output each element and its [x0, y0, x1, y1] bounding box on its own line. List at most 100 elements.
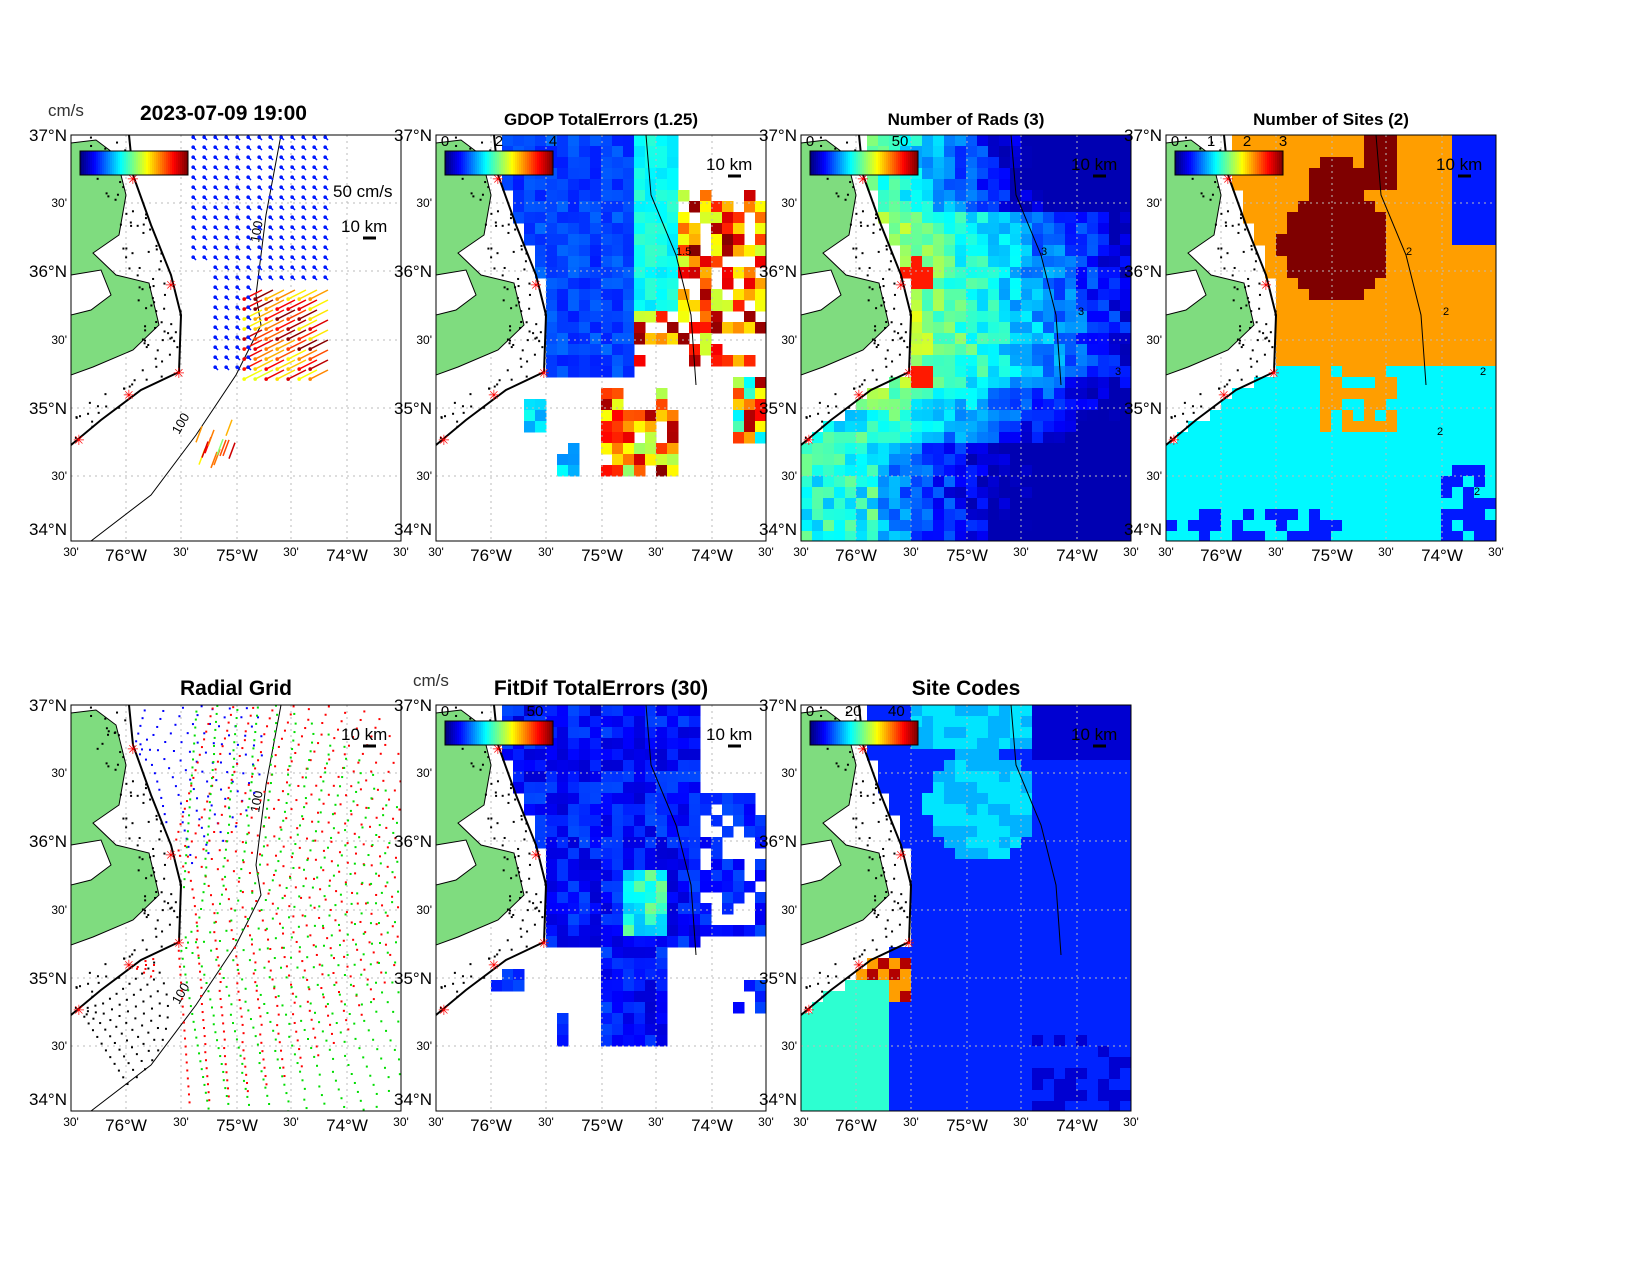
radial-grid-point	[241, 1071, 244, 1074]
heatmap-cell	[999, 498, 1011, 510]
heatmap-cell	[944, 245, 956, 257]
colorbar-swatch	[547, 151, 550, 175]
current-vector-head	[235, 255, 239, 259]
heatmap-cell	[1408, 135, 1420, 147]
heatmap-cell	[1043, 223, 1055, 235]
radial-grid-point	[411, 790, 413, 792]
radial-grid-point	[163, 640, 165, 642]
heatmap-cell	[1419, 487, 1431, 499]
coast-dot	[512, 250, 515, 253]
heatmap-cell	[977, 322, 989, 334]
colorbar-swatch	[914, 151, 917, 175]
heatmap-cell	[966, 509, 978, 521]
heatmap-cell	[1054, 234, 1066, 246]
coast-dot	[508, 342, 511, 345]
radial-grid-point	[222, 884, 225, 887]
radial-grid-point	[239, 1054, 242, 1057]
heatmap-cell	[1485, 498, 1496, 510]
coast-dot	[1263, 353, 1266, 356]
radial-grid-point	[179, 973, 182, 976]
colorbar-swatch	[910, 151, 913, 175]
heatmap-cell	[1309, 190, 1321, 202]
heatmap-cell	[977, 267, 989, 279]
current-vector-head	[224, 305, 228, 309]
colorbar-swatch	[90, 151, 93, 175]
colorbar-swatch	[182, 151, 185, 175]
radial-grid-point	[320, 733, 323, 736]
colorbar-unit-label: cm/s	[48, 101, 84, 120]
heatmap-cell	[856, 410, 868, 422]
heatmap-cell	[1098, 311, 1110, 323]
heatmap-cell	[1430, 157, 1442, 169]
heatmap-cell	[645, 234, 657, 246]
radial-grid-point	[222, 976, 225, 979]
heatmap-cell	[1331, 234, 1343, 246]
heatmap-cell	[999, 311, 1011, 323]
coast-dot	[155, 321, 158, 324]
radial-grid-point	[250, 644, 252, 646]
radial-grid-point	[247, 1009, 250, 1012]
heatmap-cell	[1287, 454, 1299, 466]
heatmap-cell	[1021, 212, 1033, 224]
heatmap-cell	[1254, 476, 1266, 488]
heatmap-cell	[601, 333, 613, 345]
coast-dot	[1239, 325, 1242, 328]
heatmap-cell	[1441, 443, 1453, 455]
heatmap-cell	[878, 509, 890, 521]
heatmap-cell	[1408, 399, 1420, 411]
coast-dot	[123, 957, 126, 960]
radial-grid-point	[204, 1059, 207, 1062]
radial-grid-point	[235, 822, 238, 825]
radial-grid-point	[339, 1031, 342, 1034]
heatmap-cell	[933, 300, 945, 312]
current-vector-head	[323, 235, 327, 239]
heatmap-cell	[966, 498, 978, 510]
heatmap-cell	[1010, 498, 1022, 510]
radial-grid-point	[360, 1003, 363, 1006]
radial-grid-point	[264, 929, 267, 932]
heatmap-cell	[933, 179, 945, 191]
colorbar-swatch	[144, 151, 147, 175]
colorbar-swatch	[824, 151, 827, 175]
heatmap-cell	[966, 146, 978, 158]
heatmap-cell	[1331, 366, 1343, 378]
heatmap-cell	[944, 157, 956, 169]
heatmap-cell	[1021, 399, 1033, 411]
coast-dot	[161, 909, 164, 912]
current-vector-head	[297, 347, 301, 351]
current-vector-head	[308, 307, 312, 311]
heatmap-cell	[1043, 256, 1055, 268]
heatmap-cell	[612, 168, 624, 180]
radial-grid-point	[300, 1019, 303, 1022]
heatmap-cell	[801, 454, 813, 466]
heatmap-cell	[1087, 278, 1099, 290]
radial-grid-point	[241, 928, 244, 931]
heatmap-cell	[1441, 256, 1453, 268]
heatmap-cell	[1076, 333, 1088, 345]
heatmap-cell	[1375, 146, 1387, 158]
colorbar-swatch	[1215, 151, 1218, 175]
current-vector-head	[224, 215, 228, 219]
heatmap-cell	[546, 245, 558, 257]
coast-dot	[347, 445, 349, 447]
heatmap-cell	[1221, 399, 1233, 411]
radial-grid-point	[287, 653, 289, 655]
radial-grid-point	[258, 773, 261, 776]
heatmap-cell	[744, 410, 756, 422]
x-tick-label: 30'	[393, 545, 409, 559]
heatmap-cell	[1309, 344, 1321, 356]
heatmap-cell	[1177, 432, 1189, 444]
radial-grid-point	[294, 751, 297, 754]
heatmap-cell	[1254, 212, 1266, 224]
heatmap-cell	[933, 509, 945, 521]
heatmap-cell	[568, 267, 580, 279]
heatmap-cell	[1087, 355, 1099, 367]
radial-grid-point	[163, 758, 166, 761]
heatmap-cell	[1408, 179, 1420, 191]
heatmap-cell	[1032, 509, 1044, 521]
radial-grid-point	[283, 1083, 286, 1086]
heatmap-cell	[966, 377, 978, 389]
heatmap-cell	[1120, 157, 1131, 169]
colorbar-swatch	[1217, 151, 1220, 175]
radial-grid-point	[290, 645, 292, 647]
